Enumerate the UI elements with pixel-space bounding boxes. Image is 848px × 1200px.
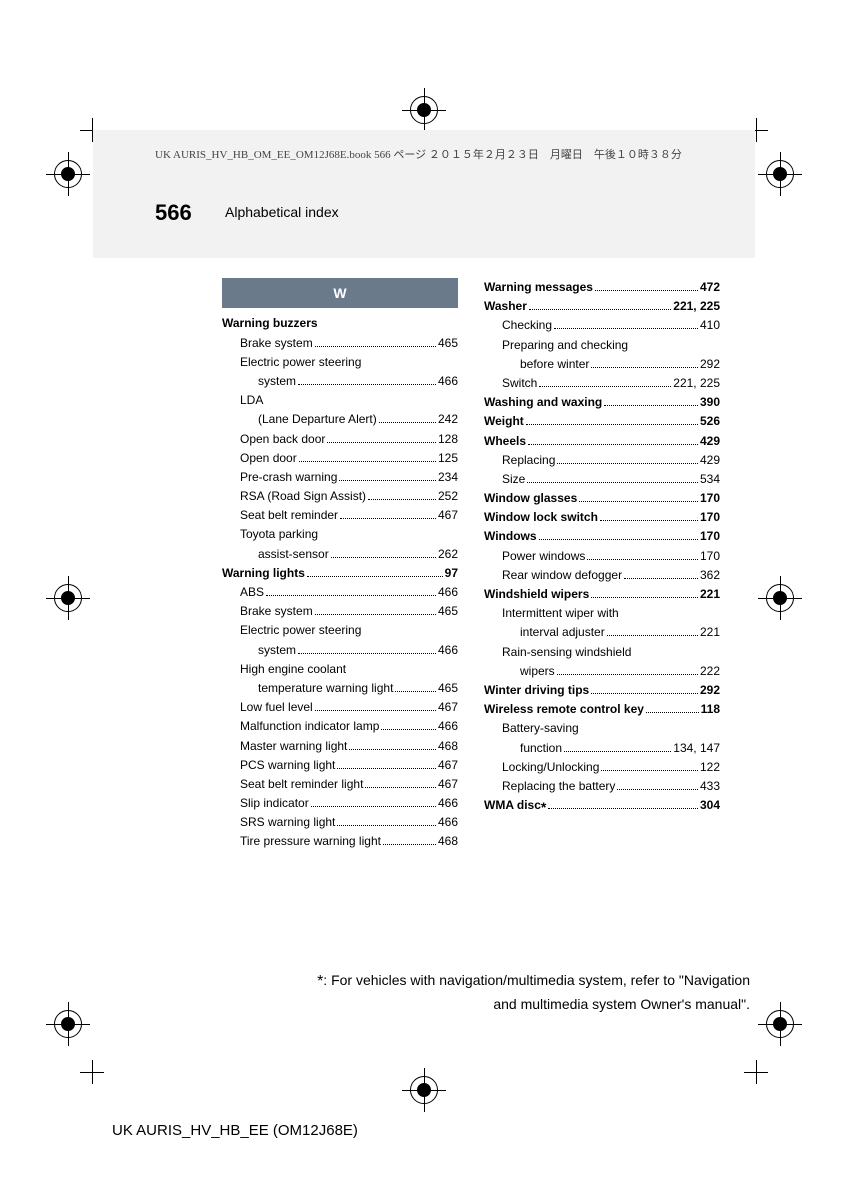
page-number: 566 bbox=[155, 200, 192, 226]
index-entry: Master warning light468 bbox=[222, 737, 458, 756]
index-entry: Seat belt reminder light467 bbox=[222, 775, 458, 794]
crop-mark-bl bbox=[80, 1060, 104, 1084]
index-entry: Intermittent wiper with bbox=[484, 604, 720, 623]
index-entry: Pre-crash warning234 bbox=[222, 468, 458, 487]
index-entry: Washer221, 225 bbox=[484, 297, 720, 316]
registration-mark-icon bbox=[766, 1010, 794, 1038]
index-entry: RSA (Road Sign Assist)252 bbox=[222, 487, 458, 506]
index-entry: Window glasses170 bbox=[484, 489, 720, 508]
index-entry: Brake system465 bbox=[222, 602, 458, 621]
footnote-line-2: and multimedia system Owner's manual". bbox=[240, 994, 750, 1015]
index-entry: Warning buzzers bbox=[222, 314, 458, 333]
index-entry: High engine coolant bbox=[222, 660, 458, 679]
index-entry: Malfunction indicator lamp466 bbox=[222, 717, 458, 736]
section-title: Alphabetical index bbox=[225, 204, 339, 220]
index-entry: Wireless remote control key118 bbox=[484, 700, 720, 719]
index-entry: Replacing the battery433 bbox=[484, 777, 720, 796]
index-column-left: W Warning buzzersBrake system465Electric… bbox=[222, 278, 458, 852]
book-metadata-line: UK AURIS_HV_HB_OM_EE_OM12J68E.book 566 ペ… bbox=[155, 146, 682, 162]
index-entry: Open door125 bbox=[222, 449, 458, 468]
index-entry: Seat belt reminder467 bbox=[222, 506, 458, 525]
registration-mark-icon bbox=[766, 160, 794, 188]
registration-mark-icon bbox=[54, 584, 82, 612]
index-entry: Low fuel level467 bbox=[222, 698, 458, 717]
index-entry: Checking410 bbox=[484, 316, 720, 335]
index-entry: Wheels429 bbox=[484, 432, 720, 451]
registration-mark-icon bbox=[54, 1010, 82, 1038]
registration-mark-icon bbox=[54, 160, 82, 188]
registration-mark-icon bbox=[410, 96, 438, 124]
index-entry: Battery-saving bbox=[484, 719, 720, 738]
index-entry: LDA bbox=[222, 391, 458, 410]
index-entry: Weight526 bbox=[484, 412, 720, 431]
index-entry: SRS warning light466 bbox=[222, 813, 458, 832]
registration-mark-icon bbox=[410, 1076, 438, 1104]
index-entry: Open back door128 bbox=[222, 430, 458, 449]
index-entry: Electric power steering bbox=[222, 353, 458, 372]
index-entry: system466 bbox=[222, 641, 458, 660]
index-entry: Warning lights97 bbox=[222, 564, 458, 583]
letter-header: W bbox=[222, 278, 458, 308]
index-entry: system466 bbox=[222, 372, 458, 391]
index-column-right: Warning messages472Washer221, 225Checkin… bbox=[484, 278, 720, 818]
index-entry: Rear window defogger362 bbox=[484, 566, 720, 585]
index-entry: Washing and waxing390 bbox=[484, 393, 720, 412]
index-entry: interval adjuster221 bbox=[484, 623, 720, 642]
index-entry: Tire pressure warning light468 bbox=[222, 832, 458, 851]
registration-mark-icon bbox=[766, 584, 794, 612]
index-entry: Slip indicator466 bbox=[222, 794, 458, 813]
index-entry: Size534 bbox=[484, 470, 720, 489]
footnote: *: For vehicles with navigation/multimed… bbox=[240, 970, 750, 1015]
index-entry: Toyota parking bbox=[222, 525, 458, 544]
index-entry: WMA disc*304 bbox=[484, 796, 720, 818]
index-entry: Brake system465 bbox=[222, 334, 458, 353]
index-entry: Warning messages472 bbox=[484, 278, 720, 297]
footnote-line-1: : For vehicles with navigation/multimedi… bbox=[323, 972, 750, 988]
index-entry: PCS warning light467 bbox=[222, 756, 458, 775]
index-entry: temperature warning light465 bbox=[222, 679, 458, 698]
index-entry: Power windows170 bbox=[484, 547, 720, 566]
index-entry: Switch221, 225 bbox=[484, 374, 720, 393]
index-entry: assist-sensor262 bbox=[222, 545, 458, 564]
index-entry: wipers222 bbox=[484, 662, 720, 681]
index-entry: Rain-sensing windshield bbox=[484, 643, 720, 662]
index-entry: Windows170 bbox=[484, 527, 720, 546]
index-entry: function134, 147 bbox=[484, 739, 720, 758]
index-entry: Windshield wipers221 bbox=[484, 585, 720, 604]
index-entry: before winter292 bbox=[484, 355, 720, 374]
index-entry: Replacing429 bbox=[484, 451, 720, 470]
index-entry: (Lane Departure Alert)242 bbox=[222, 410, 458, 429]
index-entry: Locking/Unlocking122 bbox=[484, 758, 720, 777]
footer-code: UK AURIS_HV_HB_EE (OM12J68E) bbox=[112, 1122, 358, 1139]
index-entry: Preparing and checking bbox=[484, 336, 720, 355]
crop-mark-br bbox=[744, 1060, 768, 1084]
index-entry: Winter driving tips292 bbox=[484, 681, 720, 700]
index-entry: Electric power steering bbox=[222, 621, 458, 640]
index-entry: ABS466 bbox=[222, 583, 458, 602]
index-entry: Window lock switch170 bbox=[484, 508, 720, 527]
